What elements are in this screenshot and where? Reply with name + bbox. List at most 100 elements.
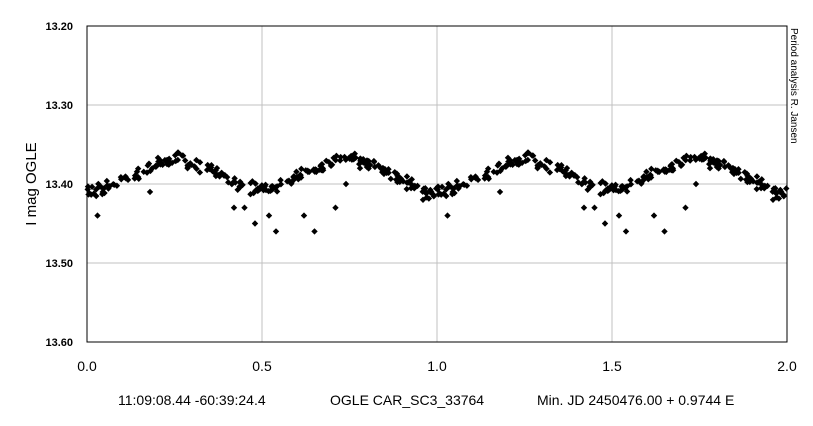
data-point — [370, 158, 378, 166]
data-point — [90, 190, 98, 197]
data-point — [196, 169, 204, 176]
data-point — [662, 167, 670, 174]
data-point — [648, 165, 655, 173]
data-point — [682, 204, 689, 211]
data-point — [499, 165, 506, 172]
data-point — [214, 171, 222, 179]
data-point — [440, 190, 448, 197]
data-point — [615, 212, 623, 219]
data-point — [755, 178, 763, 185]
data-point — [646, 173, 654, 180]
data-point — [232, 179, 239, 186]
x-tick-label: 0.0 — [77, 358, 97, 374]
data-point — [543, 165, 550, 172]
data-point — [702, 154, 709, 161]
data-point — [474, 176, 482, 184]
data-point — [182, 157, 189, 164]
data-point — [236, 183, 244, 191]
data-point — [710, 159, 717, 166]
y-axis-label: I mag OGLE — [23, 142, 40, 225]
data-point — [251, 220, 259, 227]
x-tick-label: 0.5 — [252, 358, 272, 374]
data-point — [134, 165, 142, 172]
data-point — [385, 169, 392, 177]
data-point — [735, 169, 742, 177]
data-point — [534, 162, 541, 169]
data-point — [578, 180, 586, 188]
data-point — [673, 157, 680, 164]
data-point — [481, 172, 489, 179]
data-point — [196, 159, 204, 166]
data-point — [104, 182, 111, 189]
data-point — [612, 181, 619, 188]
data-point — [586, 183, 594, 191]
data-point — [735, 166, 742, 173]
data-point — [769, 188, 776, 195]
data-point — [379, 168, 386, 176]
data-point — [241, 204, 248, 211]
data-point — [131, 175, 138, 182]
data-point — [179, 152, 187, 159]
y-tick-label: 13.20 — [45, 21, 73, 33]
caption-ephemeris: Min. JD 2450476.00 + 0.9744 E — [537, 392, 735, 408]
data-point — [422, 190, 430, 197]
data-point — [444, 212, 451, 219]
data-point — [347, 152, 355, 160]
data-point — [454, 182, 461, 189]
data-point — [720, 158, 728, 166]
x-tick-label: 1.5 — [602, 358, 622, 374]
data-point — [717, 161, 724, 169]
data-point — [460, 180, 467, 188]
data-point — [753, 173, 761, 180]
data-point — [359, 156, 367, 163]
data-point — [580, 204, 588, 211]
data-point — [231, 175, 238, 182]
data-point — [427, 189, 434, 196]
data-point — [94, 212, 101, 219]
data-point — [174, 156, 182, 164]
data-point — [419, 196, 427, 203]
data-point — [484, 165, 492, 172]
data-point — [600, 189, 607, 197]
data-point — [599, 178, 606, 185]
data-point — [113, 182, 121, 189]
data-point — [144, 162, 151, 169]
data-point — [468, 176, 475, 183]
data-point — [342, 180, 350, 188]
data-point — [438, 183, 446, 191]
data-point — [272, 228, 280, 235]
data-point — [149, 165, 156, 172]
data-point — [333, 152, 340, 160]
data-point — [159, 161, 166, 169]
x-tick-label: 1.0 — [427, 358, 447, 374]
data-point — [709, 156, 717, 163]
data-point — [546, 159, 554, 166]
data-point — [772, 185, 779, 192]
data-point — [524, 149, 532, 156]
data-point — [678, 161, 686, 168]
data-point — [118, 176, 125, 183]
data-point — [509, 161, 516, 169]
data-point — [312, 167, 320, 174]
data-point — [669, 165, 677, 172]
data-point — [640, 176, 648, 183]
data-point — [753, 185, 760, 193]
data-point — [747, 175, 755, 182]
data-point — [619, 182, 626, 190]
data-point — [154, 154, 162, 161]
data-point — [591, 204, 598, 211]
data-point — [697, 152, 705, 160]
data-point — [103, 177, 111, 185]
y-tick-label: 13.30 — [45, 100, 73, 112]
data-point — [140, 168, 147, 175]
data-point — [86, 190, 93, 197]
data-point — [640, 173, 647, 180]
data-point — [207, 164, 215, 171]
data-point — [84, 183, 92, 190]
data-point — [131, 172, 139, 179]
data-point — [680, 154, 687, 162]
data-point — [174, 149, 182, 156]
y-tick-label: 13.40 — [45, 179, 73, 191]
data-point — [230, 204, 238, 211]
data-point — [737, 175, 744, 183]
